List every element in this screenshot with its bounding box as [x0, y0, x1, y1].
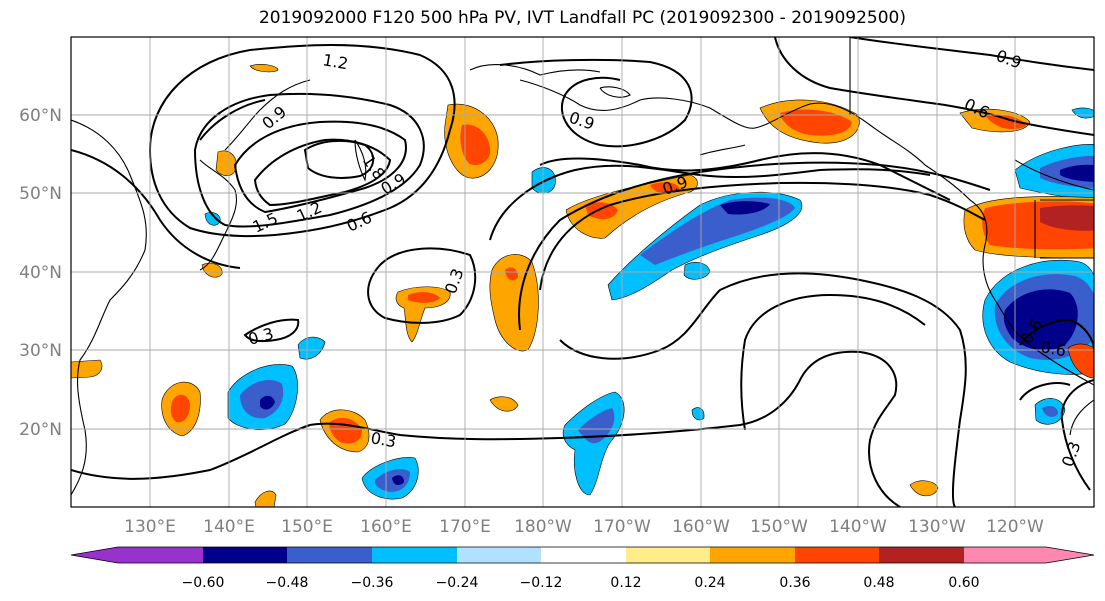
- map-frame: [70, 36, 1095, 508]
- colorbar-tick-label: −0.48: [266, 575, 309, 591]
- colorbar-tick-label: 0.12: [610, 575, 641, 591]
- colorbar-tick-label: 0.24: [694, 575, 725, 591]
- colorbar-tick-label: −0.12: [520, 575, 563, 591]
- lon-label: 140°E: [203, 517, 255, 537]
- graticule: [71, 37, 1094, 507]
- colorbar-segment: [118, 547, 203, 563]
- lon-label: 130°W: [908, 517, 966, 537]
- colorbar-tick-label: 0.36: [779, 575, 810, 591]
- colorbar-segment: [372, 547, 457, 563]
- coastlines: [71, 37, 1094, 496]
- lat-label: 30°N: [19, 341, 62, 361]
- shaded-anomalies: [71, 64, 1094, 507]
- longitude-labels: 130°E 140°E 150°E 160°E 170°E 180°W 170°…: [124, 517, 1044, 537]
- colorbar-segment: [71, 547, 118, 563]
- lon-label: 130°E: [124, 517, 176, 537]
- lat-label: 20°N: [19, 420, 62, 440]
- lon-label: 170°W: [593, 517, 651, 537]
- contour-labels: 1.2 0.9 0.9 0.9 0.9 1.5 1.2 0.6 0.9 0.3 …: [246, 46, 1084, 469]
- colorbar-tick-label: 0.48: [863, 575, 894, 591]
- lon-label: 150°W: [750, 517, 808, 537]
- lon-label: 160°E: [360, 517, 412, 537]
- colorbar-segment: [287, 547, 372, 563]
- lon-label: 120°W: [986, 517, 1044, 537]
- colorbar: [70, 546, 1095, 564]
- colorbar-segment: [541, 547, 626, 563]
- colorbar-segment: [879, 547, 964, 563]
- map-title: 2019092000 F120 500 hPa PV, IVT Landfall…: [258, 8, 906, 28]
- colorbar-tick-label: −0.60: [182, 575, 225, 591]
- lat-label: 60°N: [19, 106, 62, 126]
- colorbar-segment: [457, 547, 541, 563]
- contour-label: 0.3: [369, 428, 397, 451]
- colorbar-tick-label: −0.36: [351, 575, 394, 591]
- contour-label: 0.6: [1039, 337, 1067, 360]
- colorbar-tick-label: 0.60: [948, 575, 979, 591]
- colorbar-segment: [795, 547, 879, 563]
- lon-label: 160°W: [672, 517, 730, 537]
- colorbar-segment: [964, 547, 1046, 563]
- contour-label: 1.2: [321, 50, 349, 73]
- colorbar-segment: [626, 547, 710, 563]
- lon-label: 140°W: [829, 517, 887, 537]
- lon-label: 150°E: [281, 517, 333, 537]
- colorbar-ticks: −0.60 −0.48 −0.36 −0.24 −0.12 0.12 0.24 …: [182, 575, 980, 591]
- lon-label: 180°W: [514, 517, 572, 537]
- lat-label: 40°N: [19, 263, 62, 283]
- colorbar-segment: [203, 547, 287, 563]
- colorbar-segment: [710, 547, 795, 563]
- colorbar-segment: [1046, 547, 1094, 563]
- lat-label: 50°N: [19, 184, 62, 204]
- latitude-labels: 60°N 50°N 40°N 30°N 20°N: [19, 106, 62, 440]
- colorbar-tick-label: −0.24: [436, 575, 479, 591]
- colorbar-outline: [70, 546, 1095, 564]
- lon-label: 170°E: [439, 517, 491, 537]
